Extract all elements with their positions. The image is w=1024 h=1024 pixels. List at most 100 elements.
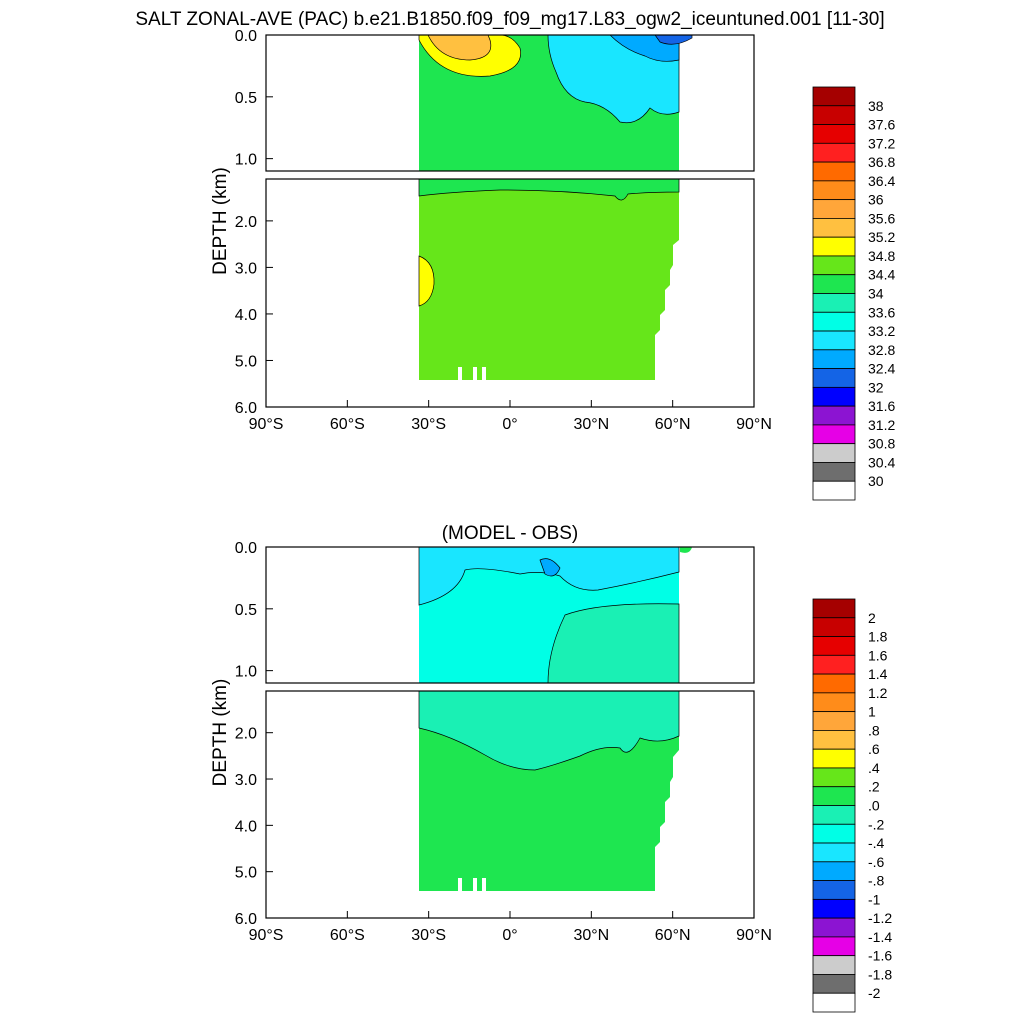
y-axis-label: DEPTH (km) [210,167,231,275]
y-tick-label: 0.5 [235,90,257,107]
field-gap-1 [458,878,462,891]
x-tick-label: 60°S [330,416,365,433]
colorbar-swatch [812,992,856,1013]
x-tick-label: 90°N [736,927,772,944]
colorbar-swatch [812,805,856,825]
y-tick-label: 6.0 [235,400,257,417]
colorbar-label: 2 [868,610,876,626]
colorbar-swatch [812,236,856,257]
colorbar-swatch [812,218,856,238]
x-tick-label: 60°N [655,927,691,944]
colorbar-label: .0 [868,798,880,814]
field-fill-lower-upper-band [418,178,680,201]
colorbar-swatch [812,86,856,107]
colorbar-label: 30.4 [868,454,895,470]
colorbar-label: -.2 [868,816,885,832]
x-tick-label: 60°N [655,416,691,433]
colorbar-swatch [812,880,856,900]
colorbar-label: .2 [868,779,880,795]
colorbar-swatch [812,311,856,332]
colorbar-swatch [812,386,856,407]
colorbar-label: 30 [868,473,884,489]
upper-plot-frame [265,34,755,172]
field-fill-lower-base [419,179,679,380]
colorbar-swatch [812,480,856,501]
colorbar-swatch [812,105,856,125]
colorbar-swatch [812,692,856,713]
x-tick-label: 30°S [411,416,446,433]
colorbar-label: 30.8 [868,436,895,452]
colorbar-swatch [812,748,856,769]
colorbar-swatch [812,255,856,276]
axes-layer: 0.0 0.5 1.0 2.0 3.0 4.0 5.0 6.090°S 60°S 30°S 0° 30… [210,540,772,944]
x-tick-label: 30°N [573,927,609,944]
colorbar-label: -1.6 [868,948,892,964]
field-gap-2 [473,878,477,891]
salinity-panel: 0.0 0.5 1.0 2.0 3.0 4.0 5.0 6.090°S 60°S 30°S 0° 30… [210,28,895,501]
colorbar-swatch [812,274,856,294]
colorbar-label: 32 [868,379,884,395]
colorbar-label: 33.6 [868,304,895,320]
y-tick-label: 6.0 [235,911,257,928]
field-gap-2 [473,367,477,380]
colorbar-label: 1 [868,704,876,720]
y-tick-label: 0.5 [235,602,257,619]
colorbar-swatch [812,293,856,313]
colorbar-label: -1.2 [868,910,892,926]
colorbar-swatch [812,405,856,426]
x-tick-label: 0° [502,927,517,944]
salinity-fields [418,34,693,380]
colorbar-swatch [812,368,856,388]
colorbar-label: 1.2 [868,685,888,701]
y-tick-label: 0.0 [235,540,257,557]
y-tick-label: 1.0 [235,664,257,681]
colorbar-label: -2 [868,985,881,1001]
colorbar-label: -1 [868,891,881,907]
colorbar-swatch [812,180,856,201]
colorbar-swatch [812,786,856,806]
colorbar-swatch [812,199,856,219]
colorbar-label: 1.6 [868,647,888,663]
y-tick-label: 3.0 [235,772,257,789]
colorbar-swatch [812,654,856,675]
colorbar: 38 37.6 37.2 36.8 36.4 36 35.6 35.2 34.8 34.4 34 33… [812,86,895,501]
colorbar-swatch [812,823,856,844]
colorbar-label: 35.2 [868,229,895,245]
colorbar-label: 36.4 [868,173,895,189]
y-tick-label: 3.0 [235,260,257,277]
colorbar-swatch [812,842,856,863]
y-tick-label: 4.0 [235,818,257,835]
colorbar-swatch [812,898,856,919]
field-fill-upper-saltiest-south [427,34,492,61]
colorbar-label: 32.8 [868,342,895,358]
colorbar: 21.81.61.41.21.8.6.4.2.0-.2-.4-.6-.8-1-1… [812,598,892,1013]
colorbar-swatch [812,917,856,938]
x-tick-label: 30°S [411,927,446,944]
colorbar-swatch [812,349,856,369]
field-fill-lower-zero-band [418,690,680,771]
colorbar-swatch [812,424,856,445]
field-gap-3 [482,367,486,380]
colorbar-label: -.6 [868,854,885,870]
axes-layer: 0.0 0.5 1.0 2.0 3.0 4.0 5.0 6.090°S 60°S 30°S 0° 30… [210,28,772,433]
figure-title: SALT ZONAL-AVE (PAC) b.e21.B1850.f09_f09… [135,9,884,30]
upper-plot-frame [265,546,755,684]
colorbar-swatch [812,443,856,463]
colorbar-swatch [812,955,856,975]
field-gap-1 [458,367,462,380]
y-tick-label: 4.0 [235,307,257,324]
x-tick-label: 90°S [249,416,284,433]
field-fill-upper-zero-band-north [547,603,680,684]
field-fill-upper-salty-bias-north [680,547,692,553]
field-fill-upper-stronger-fresh-bias [539,558,561,577]
y-tick-label: 1.0 [235,152,257,169]
colorbar-label: .6 [868,741,880,757]
colorbar-label: 36 [868,192,884,208]
colorbar-label: 32.4 [868,361,895,377]
panel-title: (MODEL - OBS) [442,523,579,544]
difference-fields [418,546,692,891]
y-tick-label: 5.0 [235,865,257,882]
x-tick-label: 90°S [249,927,284,944]
colorbar-swatch [812,673,856,694]
